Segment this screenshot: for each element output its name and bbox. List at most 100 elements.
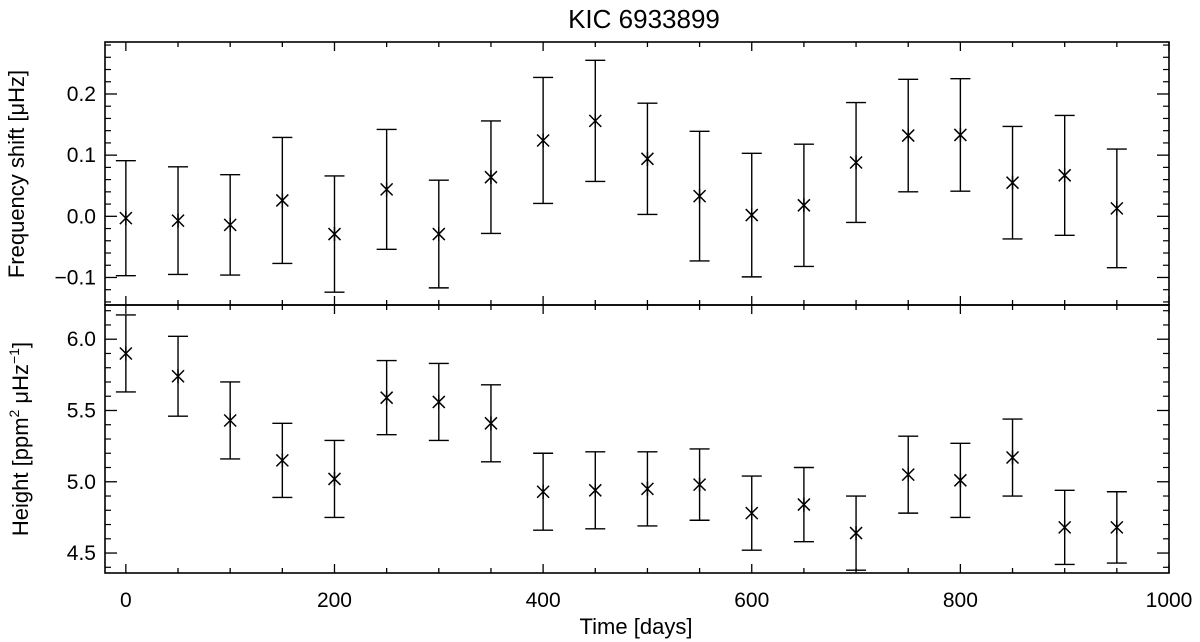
y-tick-label: 5.0 (67, 471, 96, 494)
bottom-panel-ticks (105, 305, 1170, 573)
asterisk-marker (588, 483, 602, 498)
asterisk-marker (380, 182, 394, 197)
frequency-shift-series (115, 59, 1127, 293)
asterisk-marker (693, 477, 707, 492)
asterisk-marker (432, 394, 446, 409)
ylabel-main: Height [ppm (8, 417, 33, 536)
asterisk-marker (380, 390, 394, 405)
asterisk-marker (1005, 450, 1020, 465)
top-panel-frame (104, 41, 1170, 306)
asterisk-marker (797, 198, 811, 213)
data-point (376, 359, 397, 436)
data-point (689, 130, 710, 262)
data-point (1106, 148, 1127, 269)
asterisk-marker (171, 369, 185, 384)
asterisk-marker (223, 413, 237, 428)
top-panel-y-axis-label: Frequency shift [μHz] (4, 70, 29, 278)
asterisk-marker (849, 526, 863, 541)
asterisk-marker (536, 484, 550, 499)
data-point (1054, 489, 1075, 566)
x-tick-label: 200 (317, 589, 352, 612)
asterisk-marker (1058, 520, 1072, 535)
top-panel-y-tick-labels: −0.1 0.0 0.1 0.2 (55, 83, 96, 289)
data-point (585, 59, 606, 183)
asterisk-marker (745, 208, 759, 223)
data-point (637, 451, 658, 527)
asterisk-marker (1058, 168, 1072, 183)
data-point (637, 102, 658, 216)
asterisk-marker (901, 467, 915, 482)
data-point (168, 166, 189, 276)
asterisk-marker (119, 346, 133, 361)
data-point (846, 495, 867, 571)
asterisk-marker (327, 227, 342, 242)
bottom-panel-frame (104, 304, 1170, 574)
data-point (898, 435, 919, 514)
asterisk-marker (640, 481, 654, 496)
asterisk-marker (1110, 201, 1124, 216)
asterisk-marker (953, 127, 967, 142)
data-point (272, 136, 293, 265)
data-point (533, 452, 554, 531)
ylabel-sup1: 2 (6, 409, 22, 417)
data-point (585, 451, 606, 530)
data-point (480, 384, 501, 463)
x-tick-label: 400 (526, 589, 561, 612)
y-tick-label: 6.0 (67, 328, 96, 351)
data-point (898, 78, 919, 193)
data-point (1106, 491, 1127, 564)
y-tick-label: 0.1 (67, 144, 96, 167)
asterisk-marker (223, 217, 237, 232)
asterisk-marker (484, 170, 498, 185)
asterisk-marker (432, 227, 446, 242)
asterisk-marker (953, 473, 967, 488)
y-tick-label: 4.5 (67, 542, 96, 565)
asterisk-marker (849, 155, 863, 170)
asterisk-marker (275, 193, 289, 208)
y-tick-label: 5.5 (67, 399, 96, 422)
data-point (428, 179, 449, 289)
y-tick-label: 0.0 (67, 205, 96, 228)
data-point (428, 362, 449, 442)
asterisk-marker (640, 151, 654, 166)
bottom-panel-y-tick-labels: 4.5 5.0 5.5 6.0 (67, 328, 96, 565)
data-point (1002, 418, 1023, 497)
data-point (272, 422, 293, 499)
data-point (115, 159, 136, 277)
asterisk-marker (1110, 520, 1124, 535)
asterisk-marker (536, 133, 550, 148)
asterisk-marker (327, 471, 342, 486)
x-tick-label: 600 (734, 589, 769, 612)
x-tick-labels: 0 200 400 600 800 1000 (120, 589, 1192, 612)
data-point (950, 442, 971, 519)
asterisk-marker (901, 128, 915, 143)
ylabel-mid: μHz (8, 364, 33, 410)
data-point (689, 448, 710, 521)
x-axis-label: Time [days] (580, 614, 693, 639)
asterisk-marker (693, 189, 707, 204)
top-panel-ticks (105, 42, 1170, 305)
data-point (793, 466, 814, 543)
data-point (950, 77, 971, 192)
data-point (846, 101, 867, 224)
data-point (480, 120, 501, 235)
bottom-panel: 4.5 5.0 5.5 6.0 Height [ppm2 μHz−1] (6, 304, 1170, 574)
asterisk-marker (484, 416, 498, 431)
bottom-panel-y-axis-label: Height [ppm2 μHz−1] (6, 342, 33, 536)
data-point (741, 475, 762, 551)
data-point (741, 152, 762, 278)
data-point (793, 143, 814, 268)
x-tick-label: 1000 (1146, 589, 1193, 612)
asterisk-marker (119, 211, 133, 226)
data-point (533, 76, 554, 205)
asterisk-marker (745, 506, 759, 521)
asterisk-marker (171, 213, 185, 228)
ylabel-sup2: −1 (6, 348, 22, 364)
top-panel: −0.1 0.0 0.1 0.2 Frequency shift [μHz] (4, 41, 1170, 306)
asterisk-marker (588, 113, 602, 128)
ylabel-end: ] (8, 342, 33, 348)
data-point (1002, 125, 1023, 240)
y-tick-label: −0.1 (55, 266, 96, 289)
height-series (115, 314, 1127, 571)
